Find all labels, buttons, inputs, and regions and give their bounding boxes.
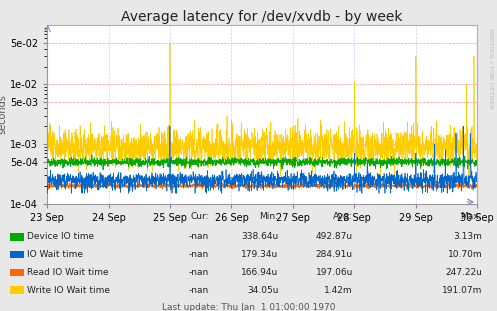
Text: 34.05u: 34.05u [247,286,278,295]
Text: 191.07m: 191.07m [442,286,482,295]
Y-axis label: seconds: seconds [0,94,7,134]
Text: Cur:: Cur: [190,212,209,221]
Text: Device IO time: Device IO time [27,233,94,241]
Text: Min:: Min: [259,212,278,221]
Text: Write IO Wait time: Write IO Wait time [27,286,110,295]
Text: -nan: -nan [188,233,209,241]
Title: Average latency for /dev/xvdb - by week: Average latency for /dev/xvdb - by week [121,10,403,24]
Text: Max:: Max: [461,212,482,221]
Text: 166.94u: 166.94u [241,268,278,277]
Text: RRDTOOL / TOBI OETIKER: RRDTOOL / TOBI OETIKER [488,28,493,109]
Text: 284.91u: 284.91u [316,250,353,259]
Text: 179.34u: 179.34u [241,250,278,259]
Text: 338.64u: 338.64u [241,233,278,241]
Text: 197.06u: 197.06u [316,268,353,277]
Text: -nan: -nan [188,268,209,277]
Text: 10.70m: 10.70m [447,250,482,259]
Text: Last update: Thu Jan  1 01:00:00 1970: Last update: Thu Jan 1 01:00:00 1970 [162,304,335,311]
Text: -nan: -nan [188,286,209,295]
Text: 1.42m: 1.42m [324,286,353,295]
Text: Avg:: Avg: [333,212,353,221]
Text: 247.22u: 247.22u [445,268,482,277]
Text: IO Wait time: IO Wait time [27,250,83,259]
Text: -nan: -nan [188,250,209,259]
Text: Read IO Wait time: Read IO Wait time [27,268,108,277]
Text: 3.13m: 3.13m [453,233,482,241]
Text: 492.87u: 492.87u [316,233,353,241]
